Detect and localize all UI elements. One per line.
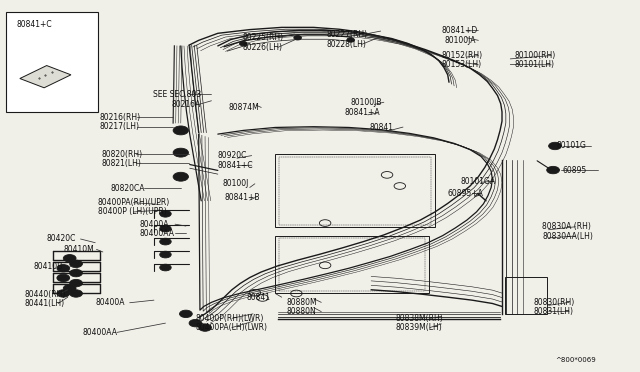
Text: 80820CA: 80820CA (111, 184, 145, 193)
Circle shape (160, 225, 172, 232)
Text: 80101GA: 80101GA (461, 177, 495, 186)
Text: 80400AA: 80400AA (140, 229, 175, 238)
Text: 80410B: 80410B (34, 262, 63, 270)
Circle shape (70, 279, 83, 287)
Circle shape (57, 274, 70, 282)
Text: 80100JB: 80100JB (351, 98, 382, 107)
Text: 80227(RH): 80227(RH) (326, 30, 367, 39)
Text: 80216(RH): 80216(RH) (100, 113, 141, 122)
Text: ^800*0069: ^800*0069 (555, 357, 596, 363)
Circle shape (173, 172, 188, 181)
Text: 80101G: 80101G (556, 141, 586, 151)
Circle shape (160, 251, 172, 258)
Text: 80880M: 80880M (287, 298, 317, 307)
Text: 80153(LH): 80153(LH) (442, 60, 481, 69)
Text: 80400PA(RH)(UPR): 80400PA(RH)(UPR) (98, 198, 170, 207)
Circle shape (160, 238, 172, 245)
Text: 80100(RH): 80100(RH) (515, 51, 556, 60)
Text: 80841+C: 80841+C (218, 161, 253, 170)
Bar (279, 238, 425, 291)
Circle shape (70, 260, 83, 267)
Text: 80839M(LH): 80839M(LH) (396, 323, 442, 332)
Text: 60895+A: 60895+A (448, 189, 484, 198)
Text: 80820(RH): 80820(RH) (102, 150, 143, 158)
Text: 80841+B: 80841+B (224, 193, 260, 202)
Text: 80400A: 80400A (95, 298, 125, 307)
Circle shape (173, 148, 188, 157)
Text: 80830A (RH): 80830A (RH) (542, 222, 591, 231)
Circle shape (189, 320, 202, 327)
Text: 80400P(RH)(LWR): 80400P(RH)(LWR) (195, 314, 264, 323)
Circle shape (239, 41, 247, 46)
Bar (275, 236, 429, 294)
Circle shape (294, 36, 301, 40)
Bar (505, 277, 547, 314)
Text: 80880N: 80880N (287, 307, 317, 316)
Circle shape (160, 264, 172, 271)
Text: 80441(LH): 80441(LH) (25, 299, 65, 308)
Text: 80228(LH): 80228(LH) (326, 40, 366, 49)
Text: 80841+A: 80841+A (344, 109, 380, 118)
Circle shape (57, 264, 70, 272)
Text: 80100J: 80100J (223, 179, 250, 188)
Text: 80226(LH): 80226(LH) (242, 43, 282, 52)
Circle shape (70, 269, 83, 277)
Bar (6, 12, 99, 112)
Text: 80216A: 80216A (172, 100, 201, 109)
Text: 80920C: 80920C (218, 151, 247, 160)
Circle shape (63, 254, 76, 262)
Circle shape (160, 211, 172, 217)
Polygon shape (20, 65, 71, 88)
Circle shape (548, 142, 561, 150)
Circle shape (179, 310, 192, 318)
Text: 80841+D: 80841+D (442, 26, 477, 35)
Text: 80841: 80841 (246, 293, 271, 302)
Circle shape (173, 126, 188, 135)
Text: 80400A: 80400A (140, 220, 170, 229)
Circle shape (347, 38, 355, 42)
Text: 80874M: 80874M (228, 103, 259, 112)
Text: SEE SEC.803: SEE SEC.803 (153, 90, 201, 99)
Text: 80841+C: 80841+C (17, 20, 52, 29)
Circle shape (198, 324, 211, 331)
Text: 80821(LH): 80821(LH) (102, 159, 141, 168)
Text: 80830(RH): 80830(RH) (534, 298, 575, 307)
Text: 80152(RH): 80152(RH) (442, 51, 483, 60)
Circle shape (57, 290, 70, 297)
Bar (279, 157, 431, 225)
Circle shape (547, 166, 559, 174)
Text: 80100JA: 80100JA (445, 36, 476, 45)
Circle shape (63, 285, 76, 292)
Text: 80101(LH): 80101(LH) (515, 60, 555, 69)
Text: 80838M(RH): 80838M(RH) (396, 314, 443, 323)
Text: 80830AA(LH): 80830AA(LH) (542, 231, 593, 241)
Text: 80420C: 80420C (47, 234, 76, 244)
Text: 80400PA(LH)(LWR): 80400PA(LH)(LWR) (195, 323, 268, 332)
Text: 80841: 80841 (370, 122, 394, 132)
Circle shape (70, 290, 83, 297)
Bar (275, 154, 435, 227)
Text: 80410M: 80410M (63, 245, 94, 254)
Text: 60895: 60895 (563, 166, 587, 174)
Text: 80400P (LH)(UPR): 80400P (LH)(UPR) (98, 208, 166, 217)
Text: 80831(LH): 80831(LH) (534, 307, 574, 316)
Text: 80400AA: 80400AA (83, 328, 117, 337)
Text: 80440(RH): 80440(RH) (25, 290, 67, 299)
Text: 80225(RH): 80225(RH) (242, 33, 284, 42)
Text: 80217(LH): 80217(LH) (100, 122, 140, 131)
